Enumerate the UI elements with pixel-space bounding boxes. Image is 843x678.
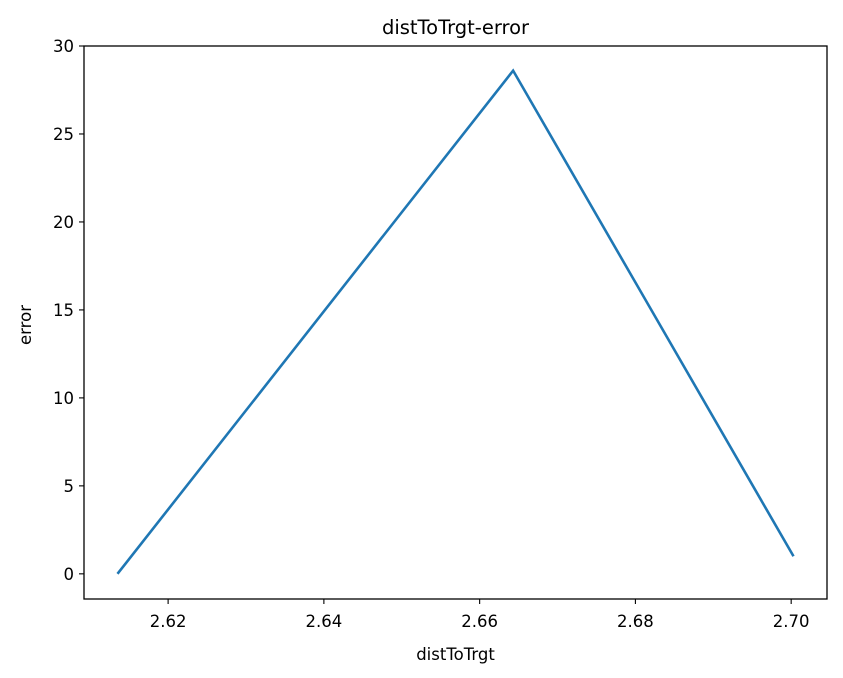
- x-tick-label: 2.62: [150, 612, 187, 631]
- series-line: [116, 68, 795, 575]
- x-tick-label: 2.70: [773, 612, 810, 631]
- x-tick-label: 2.64: [306, 612, 343, 631]
- y-tick-label: 30: [53, 37, 74, 56]
- plot-area-frame: [83, 45, 828, 600]
- x-tick-label: 2.66: [461, 612, 498, 631]
- x-tick-label: 2.68: [617, 612, 654, 631]
- y-tick-label: 5: [64, 477, 75, 496]
- y-tick-label: 0: [64, 565, 75, 584]
- chart-title: distToTrgt-error: [382, 16, 530, 39]
- y-tick-label: 10: [53, 389, 74, 408]
- y-tick-label: 20: [53, 213, 74, 232]
- y-axis-ticks: 0 5 10 15 20 25 30: [53, 37, 84, 584]
- y-tick-label: 25: [53, 125, 74, 144]
- series-layer: [116, 68, 795, 575]
- y-tick-label: 15: [53, 301, 74, 320]
- x-axis-ticks: 2.62 2.64 2.66 2.68 2.70: [150, 599, 810, 631]
- y-axis-label: error: [16, 305, 35, 345]
- x-axis-label: distToTrgt: [416, 645, 495, 664]
